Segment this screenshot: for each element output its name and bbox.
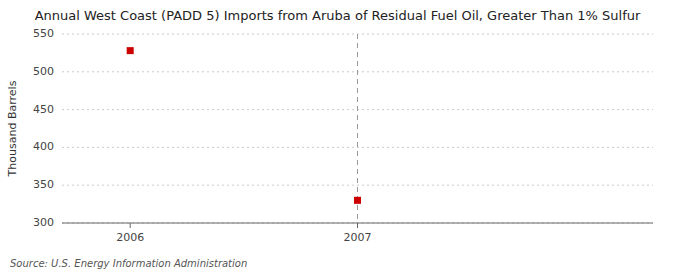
title: Annual West Coast (PADD 5) Imports from … [35, 8, 641, 23]
chart: 300350400450500550Thousand Barrels200620… [0, 0, 675, 275]
data-point [354, 197, 361, 204]
plot-area [127, 34, 361, 223]
x-tick-label: 2007 [344, 231, 372, 244]
grid-line [62, 185, 653, 186]
chart-container: 300350400450500550Thousand Barrels200620… [0, 0, 675, 275]
y-tick-label: 400 [33, 140, 54, 153]
data-point [127, 47, 134, 54]
y-tick-label: 450 [33, 103, 54, 116]
y-axis-label: Thousand Barrels [6, 80, 19, 177]
y-axis: 300 350 400 450 500 550 [33, 27, 54, 229]
x-axis: 2006 2007 [62, 223, 653, 244]
y-tick-label: 300 [33, 216, 54, 229]
y-tick-label: 350 [33, 178, 54, 191]
grid [62, 34, 653, 223]
reference-line [357, 34, 358, 223]
grid-line [62, 147, 653, 148]
x-tick [130, 223, 131, 228]
x-tick [357, 223, 358, 228]
x-tick-label: 2006 [116, 231, 144, 244]
y-tick-label: 500 [33, 65, 54, 78]
y-tick-label: 550 [33, 27, 54, 40]
source-note: Source: U.S. Energy Information Administ… [10, 258, 247, 269]
